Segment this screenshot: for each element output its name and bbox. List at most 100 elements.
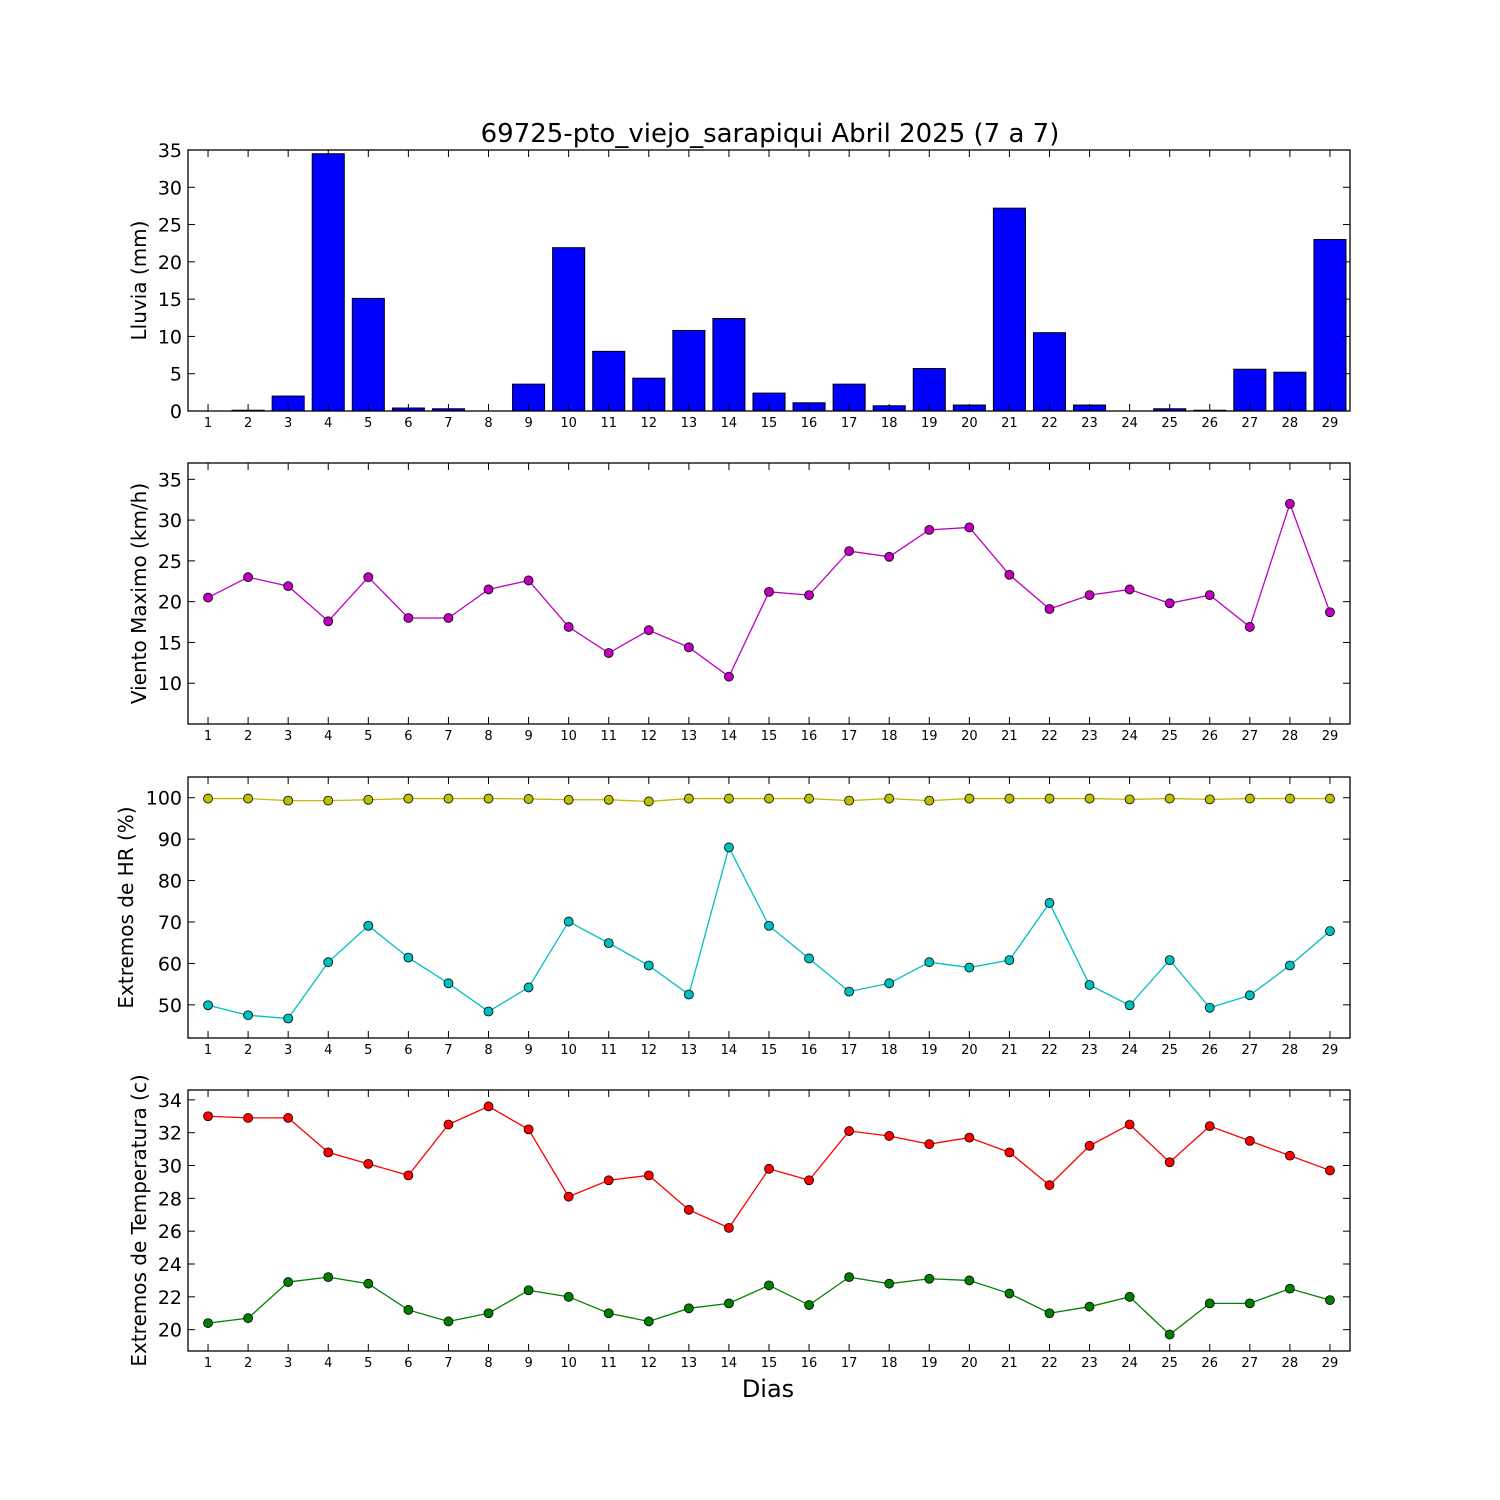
x-tick-label: 2: [244, 1043, 252, 1058]
point-series-1-day-19: [924, 1139, 935, 1150]
x-tick-label: 27: [1242, 729, 1259, 744]
x-tick-label: 7: [444, 1356, 452, 1371]
x-tick-label: 24: [1121, 729, 1138, 744]
x-tick-label: 16: [801, 1043, 818, 1058]
figure-title: 69725-pto_viejo_sarapiqui Abril 2025 (7 …: [481, 119, 1060, 149]
bar-day-21: [992, 207, 1026, 412]
point-series-1-day-4: [323, 616, 334, 627]
point-series-1-day-25: [1164, 598, 1175, 609]
x-tick-label: 20: [961, 729, 978, 744]
x-tick-label: 4: [324, 729, 332, 744]
point-series-2-day-25: [1164, 955, 1175, 966]
x-tick-label: 9: [524, 416, 532, 431]
point-series-1-day-26: [1204, 794, 1215, 805]
x-tick-label: 23: [1081, 1043, 1098, 1058]
point-series-1-day-14: [724, 1222, 734, 1233]
point-series-1-day-28: [1284, 498, 1295, 509]
point-series-2-day-16: [804, 1300, 814, 1310]
x-tick-label: 1: [204, 1043, 212, 1058]
point-series-1-day-14: [724, 793, 734, 804]
y-tick-label: 15: [158, 289, 182, 311]
x-tick-label: 10: [560, 1043, 577, 1058]
x-tick-label: 20: [961, 1043, 978, 1058]
x-tick-label: 6: [404, 729, 412, 744]
point-series-1-day-8: [483, 1101, 494, 1112]
x-tick-label: 18: [881, 729, 898, 744]
point-series-1-day-21: [1004, 1147, 1015, 1158]
y-tick-label: 30: [158, 177, 182, 199]
point-series-2-day-21: [1004, 1288, 1015, 1299]
point-series-1-day-20: [964, 1132, 975, 1143]
x-tick-label: 17: [841, 1356, 858, 1371]
point-series-1-day-29: [1325, 1165, 1335, 1176]
x-tick-label: 21: [1001, 1356, 1018, 1371]
point-series-2-day-7: [443, 1316, 454, 1327]
point-series-2-day-1: [203, 1000, 213, 1011]
y-tick-label: 10: [158, 326, 182, 348]
point-series-1-day-4: [323, 1147, 334, 1158]
point-series-1-day-6: [403, 1170, 414, 1181]
point-series-2-day-19: [924, 957, 935, 968]
x-tick-label: 19: [921, 1356, 938, 1371]
point-series-1-day-21: [1004, 569, 1015, 580]
x-tick-label: 9: [524, 1043, 532, 1058]
x-tick-label: 15: [761, 729, 778, 744]
point-series-1-day-16: [804, 1175, 814, 1186]
point-series-2-day-4: [323, 1272, 334, 1283]
point-series-1-day-22: [1044, 793, 1055, 804]
x-tick-label: 12: [641, 1043, 658, 1058]
x-tick-label: 28: [1282, 416, 1299, 431]
x-tick-label: 23: [1081, 416, 1098, 431]
x-tick-label: 13: [681, 416, 698, 431]
plot-frame: [187, 1089, 1351, 1352]
bar-day-19: [912, 367, 946, 412]
x-tick-label: 4: [324, 416, 332, 431]
x-tick-label: 6: [404, 1043, 412, 1058]
point-series-2-day-23: [1084, 980, 1095, 990]
x-tick-label: 29: [1322, 416, 1339, 431]
x-tick-label: 22: [1041, 1356, 1058, 1371]
point-series-1-day-9: [523, 575, 534, 586]
y-tick-label: 5: [170, 364, 182, 386]
point-series-1-day-14: [724, 671, 734, 682]
x-tick-label: 19: [921, 416, 938, 431]
y-tick-label: 25: [158, 215, 182, 237]
x-tick-label: 28: [1282, 729, 1299, 744]
x-tick-label: 1: [204, 729, 212, 744]
point-series-2-day-11: [603, 1308, 614, 1319]
point-series-1-day-28: [1284, 1150, 1295, 1161]
x-tick-label: 5: [364, 1043, 372, 1058]
point-series-1-day-15: [764, 1163, 774, 1174]
point-series-2-day-17: [844, 986, 855, 997]
point-series-2-day-2: [243, 1010, 254, 1021]
plot-frame: [187, 776, 1351, 1039]
x-tick-label: 16: [801, 729, 818, 744]
point-series-1-day-10: [563, 1191, 574, 1202]
point-series-1-day-24: [1124, 584, 1135, 595]
point-series-1-day-17: [844, 795, 855, 806]
point-series-2-day-24: [1124, 1000, 1135, 1011]
point-series-1-day-12: [643, 796, 654, 807]
point-series-2-day-24: [1124, 1291, 1135, 1302]
x-tick-label: 18: [881, 416, 898, 431]
point-series-2-day-19: [924, 1273, 935, 1284]
point-series-1-day-13: [683, 642, 694, 653]
y-axis-label: Viento Maximo (km/h): [127, 483, 151, 704]
x-tick-label: 14: [721, 1043, 738, 1058]
point-series-2-day-17: [844, 1272, 855, 1283]
point-series-1-day-16: [804, 590, 814, 601]
point-series-1-day-5: [363, 794, 374, 805]
y-tick-label: 50: [158, 995, 182, 1017]
point-series-1-day-2: [243, 1113, 254, 1123]
point-series-1-day-1: [203, 793, 213, 804]
point-series-1-day-17: [844, 1126, 855, 1136]
point-series-2-day-10: [563, 916, 574, 927]
x-tick-label: 11: [600, 416, 617, 431]
point-series-1-day-13: [683, 1204, 694, 1215]
point-series-1-day-19: [924, 795, 935, 806]
x-tick-label: 5: [364, 729, 372, 744]
point-series-1-day-24: [1124, 1119, 1135, 1130]
point-series-2-day-27: [1244, 990, 1255, 1001]
point-series-1-day-11: [603, 1175, 614, 1186]
